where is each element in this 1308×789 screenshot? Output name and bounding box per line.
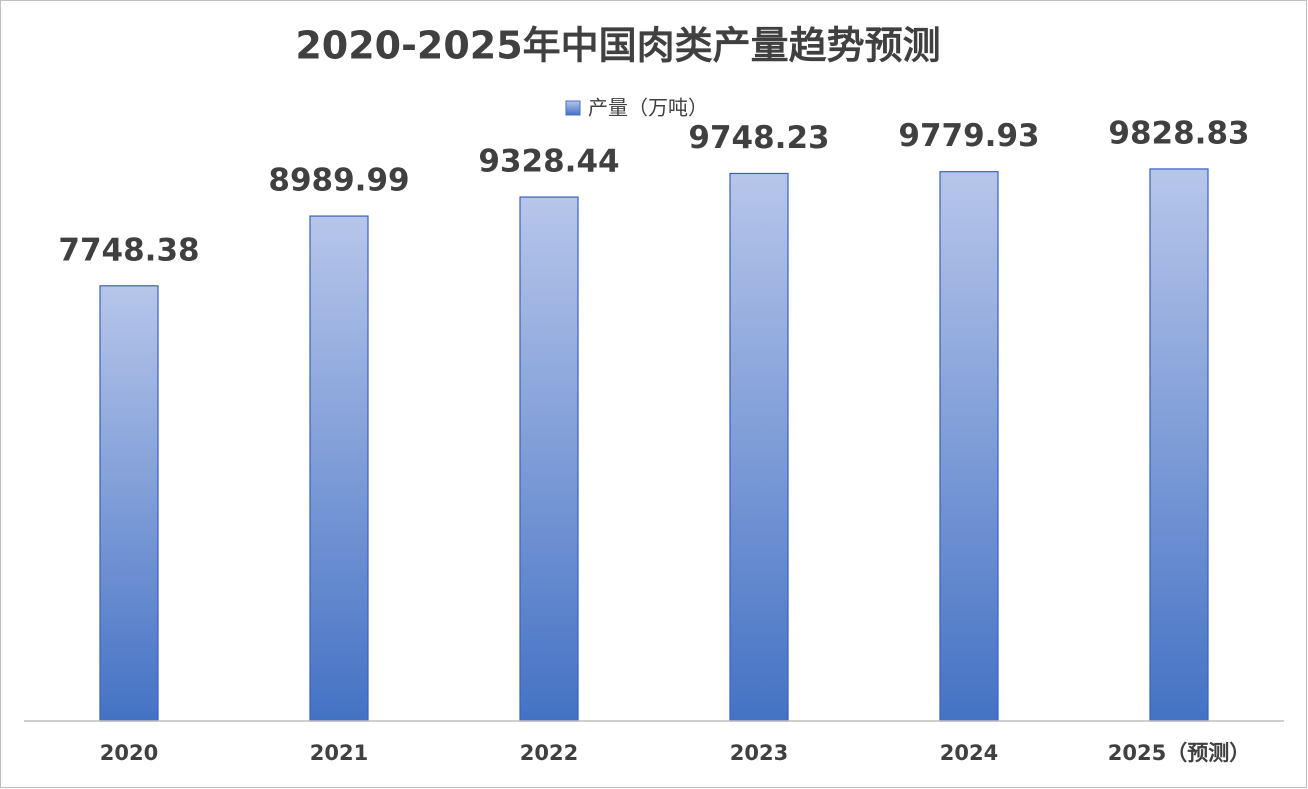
x-tick-label: 2023	[730, 741, 788, 765]
bar	[309, 215, 369, 722]
x-tick-label: 2024	[940, 741, 998, 765]
bar	[939, 171, 999, 722]
data-label: 9779.93	[898, 118, 1039, 154]
bar	[519, 196, 579, 722]
data-label: 9748.23	[688, 120, 829, 156]
x-tick-label: 2021	[310, 741, 368, 765]
data-label: 9328.44	[478, 144, 619, 180]
chart-title: 2020-2025年中国肉类产量趋势预测	[295, 24, 940, 68]
bar	[729, 172, 789, 722]
x-tick-label: 2020	[100, 741, 158, 765]
x-tick-label: 2022	[520, 741, 578, 765]
x-tick-label: 2025（预测）	[1108, 741, 1250, 765]
data-label: 8989.99	[268, 163, 409, 199]
legend-swatch	[565, 100, 581, 116]
bar	[99, 285, 159, 722]
legend-label: 产量（万吨）	[588, 96, 708, 120]
data-label: 9828.83	[1108, 115, 1249, 151]
data-label: 7748.38	[58, 232, 199, 268]
bar	[1149, 168, 1209, 722]
